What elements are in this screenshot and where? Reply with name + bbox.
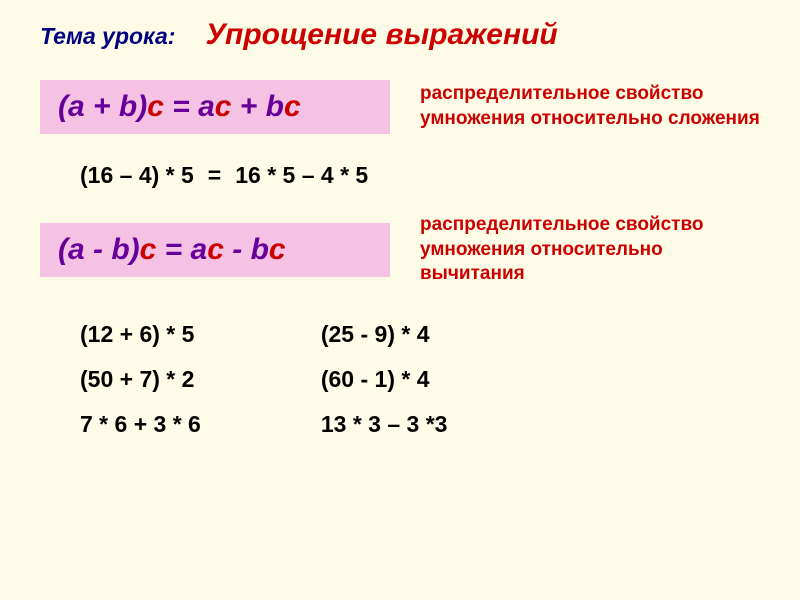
- lesson-label: Тема урока:: [40, 23, 175, 50]
- exercise-item: (50 + 7) * 2: [80, 366, 201, 393]
- formula-box-subtraction: (a - b)c = ac - bc: [40, 223, 390, 277]
- formula-row-subtraction: (a - b)c = ac - bc распределительное сво…: [0, 213, 800, 287]
- formula1-rhs-b: b: [266, 90, 284, 123]
- example-eq: =: [208, 162, 221, 188]
- formula1-plus: +: [231, 90, 265, 123]
- exercise-item: (25 - 9) * 4: [321, 321, 448, 348]
- formula2-lhs-ab: (a - b): [58, 233, 140, 266]
- formula2-rhs-b: b: [251, 233, 269, 266]
- formula1-description: распределительное свойство умножения отн…: [420, 82, 760, 131]
- example-right: 16 * 5 – 4 * 5: [235, 162, 368, 188]
- formula2-eq: =: [156, 233, 190, 266]
- exercises-col-2: (25 - 9) * 4 (60 - 1) * 4 13 * 3 – 3 *3: [321, 321, 448, 438]
- formula2-minus: -: [224, 233, 251, 266]
- exercises: (12 + 6) * 5 (50 + 7) * 2 7 * 6 + 3 * 6 …: [0, 287, 800, 438]
- formula2-rhs-a: a: [191, 233, 208, 266]
- exercise-item: 13 * 3 – 3 *3: [321, 411, 448, 438]
- formula2-rhs1-c: c: [207, 233, 224, 266]
- exercise-item: (60 - 1) * 4: [321, 366, 448, 393]
- formula1-eq: =: [164, 90, 198, 123]
- formula1-rhs1-c: c: [215, 90, 232, 123]
- exercise-item: 7 * 6 + 3 * 6: [80, 411, 201, 438]
- example-left: (16 – 4) * 5: [80, 162, 194, 188]
- formula2-lhs-c: c: [140, 233, 157, 266]
- exercises-col-1: (12 + 6) * 5 (50 + 7) * 2 7 * 6 + 3 * 6: [80, 321, 201, 438]
- formula2-description: распределительное свойство умножения отн…: [420, 213, 760, 287]
- formula-row-addition: (a + b)c = ac + bc распределительное сво…: [0, 80, 800, 134]
- formula1-rhs2-c: c: [284, 90, 301, 123]
- formula1-rhs-a: a: [198, 90, 215, 123]
- topic-title: Упрощение выражений: [205, 18, 557, 52]
- formula1-lhs-c: c: [147, 90, 164, 123]
- formula1-lhs-ab: (a + b): [58, 90, 147, 123]
- header: Тема урока: Упрощение выражений: [0, 0, 800, 52]
- formula2-rhs2-c: c: [269, 233, 286, 266]
- formula-box-addition: (a + b)c = ac + bc: [40, 80, 390, 134]
- worked-example: (16 – 4) * 5 = 16 * 5 – 4 * 5: [0, 134, 800, 189]
- exercise-item: (12 + 6) * 5: [80, 321, 201, 348]
